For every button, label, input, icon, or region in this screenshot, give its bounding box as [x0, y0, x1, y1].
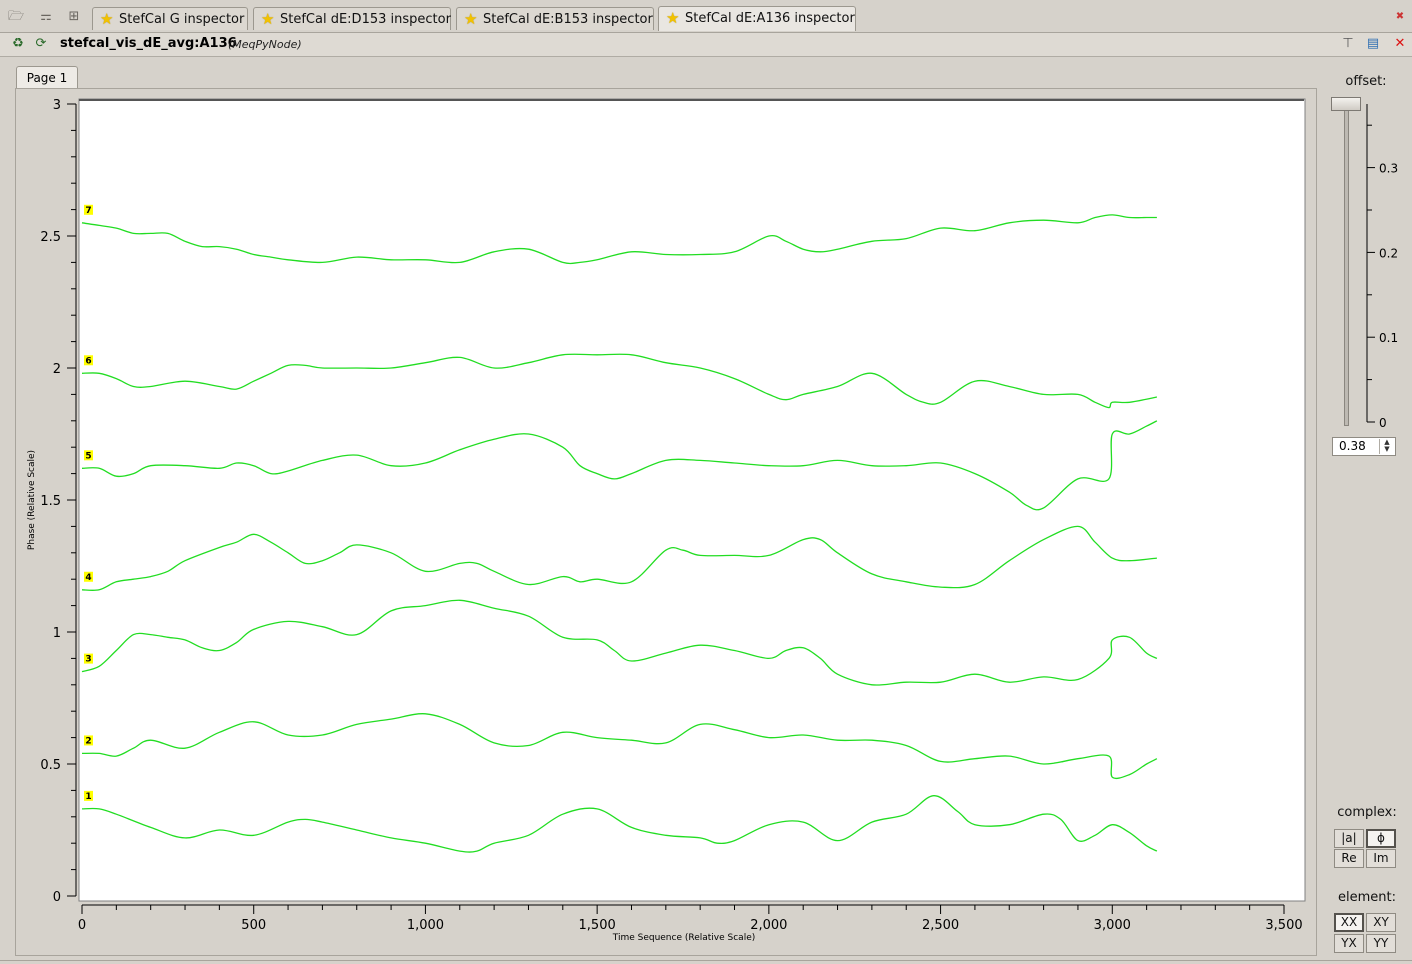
x-tick-label: 500 — [241, 918, 266, 933]
series-label-4: 4 — [85, 573, 91, 583]
series-line-1 — [81, 795, 1158, 853]
x-axis-label: Time Sequence (Relative Scale) — [612, 933, 756, 943]
offset-spinbox[interactable]: 0.38 ▲ ▼ — [1332, 437, 1396, 456]
offset-tick-label: 0.2 — [1379, 246, 1398, 260]
tab-label: StefCal G inspector — [119, 12, 245, 27]
x-tick-label: 3,500 — [1265, 918, 1302, 933]
star-icon: ★ — [100, 10, 114, 28]
tab-label: StefCal dE:A136 inspector — [685, 11, 855, 26]
star-icon: ★ — [464, 10, 478, 28]
x-tick-label: 2,000 — [750, 918, 787, 933]
tab-stefcal-de-b153-inspector[interactable]: ★ StefCal dE:B153 inspector — [456, 7, 654, 30]
y-tick-label: 2 — [53, 362, 61, 377]
series-label-2: 2 — [85, 736, 91, 746]
yy-button[interactable]: YY — [1366, 934, 1396, 953]
series-line-6 — [81, 353, 1158, 409]
series-label-3: 3 — [85, 655, 91, 665]
series-label-1: 1 — [85, 792, 91, 802]
series-label-bg — [84, 450, 93, 461]
plot-area — [78, 98, 1306, 902]
y-tick-label: 1.5 — [40, 494, 61, 509]
x-tick-label: 2,500 — [922, 918, 959, 933]
complex-label: complex: — [1337, 805, 1397, 820]
series-label-bg — [84, 735, 93, 746]
series-label-bg — [84, 571, 93, 582]
tab-stefcal-de-d153-inspector[interactable]: ★ StefCal dE:D153 inspector — [253, 7, 451, 30]
yx-button[interactable]: YX — [1334, 934, 1364, 953]
y-tick-label: 3 — [53, 98, 61, 113]
pin-icon[interactable]: ⊤ — [1342, 36, 1354, 51]
series-label-7: 7 — [85, 206, 91, 216]
series-line-7 — [81, 214, 1157, 265]
y-tick-label: 0 — [53, 890, 61, 905]
x-tick-label: 1,500 — [579, 918, 616, 933]
page-frame — [15, 88, 1317, 956]
x-ticks: 0 500 1,000 1,500 2,000 2,500 3,000 3,500 — [78, 905, 1303, 933]
float-window-icon[interactable]: ▤ — [1366, 36, 1380, 51]
node-title-bar: ♻ ⟳ stefcal_vis_dE_avg:A136 (MeqPyNode) … — [0, 33, 1412, 57]
offset-tick-label: 0.3 — [1379, 162, 1398, 176]
tab-stefcal-g-inspector[interactable]: ★ StefCal G inspector — [92, 7, 248, 30]
series-label-5: 5 — [85, 451, 91, 461]
bottom-divider — [0, 960, 1412, 961]
tab-label: StefCal dE:D153 inspector — [280, 12, 451, 27]
x-tick-label: 1,000 — [407, 918, 444, 933]
close-tab-icon[interactable]: ✖ — [1395, 11, 1405, 22]
series-group: 1 2 3 4 5 6 7 — [81, 204, 1158, 853]
series-line-3 — [81, 599, 1158, 686]
y-axis-label: Phase (Relative Scale) — [27, 450, 37, 550]
offset-scale-ticks: 0.3 0.2 0.1 0 — [1367, 124, 1398, 430]
series-label-bg — [84, 653, 93, 664]
series-label-bg — [84, 355, 93, 366]
real-button[interactable]: Re — [1334, 849, 1364, 868]
star-icon: ★ — [666, 9, 680, 27]
tab-stefcal-de-a136-inspector[interactable]: ★ StefCal dE:A136 inspector — [658, 6, 856, 31]
xy-button[interactable]: XY — [1366, 913, 1396, 932]
imag-button[interactable]: Im — [1366, 849, 1396, 868]
refresh-icon[interactable]: ⟳ — [35, 36, 47, 51]
phase-button[interactable]: ϕ — [1366, 829, 1396, 848]
element-label: element: — [1338, 890, 1396, 905]
series-line-4 — [81, 525, 1157, 592]
star-icon: ★ — [261, 10, 275, 28]
inspector-tab-bar: 🗁 ⚎ ⊞ ★ StefCal G inspector ★ StefCal dE:D… — [0, 0, 1412, 33]
x-tick-label: 0 — [78, 918, 86, 933]
series-line-2 — [81, 713, 1158, 780]
folder-icon[interactable]: 🗁 — [8, 9, 25, 24]
node-icon: ♻ — [12, 36, 24, 51]
node-name: stefcal_vis_dE_avg:A136 — [60, 36, 237, 51]
offset-tick-label: 0.1 — [1379, 331, 1398, 345]
spin-arrows-icon[interactable]: ▲ ▼ — [1379, 439, 1394, 454]
series-label-bg — [84, 204, 93, 215]
bookmark-icon[interactable]: ⚎ — [40, 9, 52, 24]
offset-tick-label: 0 — [1379, 416, 1387, 430]
y-ticks: 0 0.5 1 1.5 2 2.5 3 — [40, 98, 76, 905]
offset-slider-groove[interactable] — [1344, 100, 1349, 426]
series-label-6: 6 — [85, 356, 91, 366]
x-tick-label: 3,000 — [1094, 918, 1131, 933]
tab-label: StefCal dE:B153 inspector — [483, 12, 653, 27]
series-line-5 — [81, 420, 1158, 511]
offset-slider-handle[interactable] — [1331, 97, 1361, 111]
node-class: (MeqPyNode) — [228, 38, 302, 51]
series-label-bg — [84, 790, 93, 801]
xx-button[interactable]: XX — [1334, 913, 1364, 932]
y-tick-label: 2.5 — [40, 230, 61, 245]
offset-label: offset: — [1345, 74, 1387, 89]
tab-page-1[interactable]: Page 1 — [16, 66, 78, 89]
offset-value: 0.38 — [1339, 439, 1366, 453]
close-icon[interactable]: ✕ — [1394, 36, 1406, 51]
y-tick-label: 0.5 — [40, 758, 61, 773]
abs-button[interactable]: |a| — [1334, 829, 1364, 848]
y-tick-label: 1 — [53, 626, 61, 641]
grid-icon[interactable]: ⊞ — [68, 9, 80, 24]
